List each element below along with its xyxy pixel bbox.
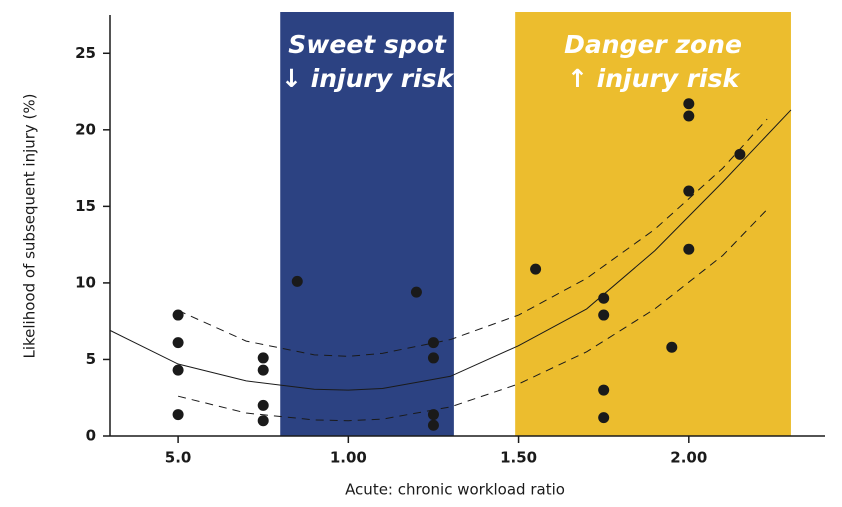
data-point xyxy=(172,337,184,349)
y-tick-label: 25 xyxy=(75,44,96,62)
zone-label: ↓ injury risk xyxy=(281,64,454,93)
data-point xyxy=(598,384,610,396)
data-point xyxy=(598,292,610,304)
data-point xyxy=(172,309,184,321)
data-point xyxy=(410,286,422,298)
x-tick-label: 2.00 xyxy=(670,449,707,467)
y-tick-label: 0 xyxy=(86,427,96,445)
y-axis-title: Likelihood of subsequent injury (%) xyxy=(21,93,39,358)
data-point xyxy=(683,110,695,122)
data-point xyxy=(427,419,439,431)
y-tick-label: 20 xyxy=(75,120,96,138)
data-point xyxy=(427,337,439,349)
data-point xyxy=(598,309,610,321)
data-point xyxy=(598,412,610,424)
zone-label: ↑ injury risk xyxy=(567,64,740,93)
fit-curve xyxy=(177,118,768,357)
data-point xyxy=(683,98,695,110)
data-point xyxy=(683,185,695,197)
data-point xyxy=(683,243,695,255)
y-tick-label: 10 xyxy=(75,273,96,291)
data-point xyxy=(257,399,269,411)
data-point xyxy=(257,415,269,427)
data-point xyxy=(291,275,303,287)
zone-band xyxy=(280,12,454,436)
data-point xyxy=(257,352,269,364)
data-point xyxy=(427,409,439,421)
data-point xyxy=(257,364,269,376)
data-point xyxy=(734,148,746,160)
x-tick-label: 1.50 xyxy=(500,449,537,467)
y-tick-label: 15 xyxy=(75,197,96,215)
data-point xyxy=(172,409,184,421)
x-tick-label: 1.00 xyxy=(330,449,367,467)
data-point xyxy=(666,341,678,353)
fit-curve xyxy=(177,209,768,422)
zone-label: Sweet spot xyxy=(288,30,447,59)
x-tick-label: 5.0 xyxy=(165,449,192,467)
data-point xyxy=(427,352,439,364)
x-axis-title: Acute: chronic workload ratio xyxy=(345,481,565,499)
zone-label: Danger zone xyxy=(564,30,742,59)
y-tick-label: 5 xyxy=(86,350,96,368)
data-point xyxy=(530,263,542,275)
fit-curve xyxy=(109,109,792,391)
data-point xyxy=(172,364,184,376)
zone-band xyxy=(515,12,791,436)
